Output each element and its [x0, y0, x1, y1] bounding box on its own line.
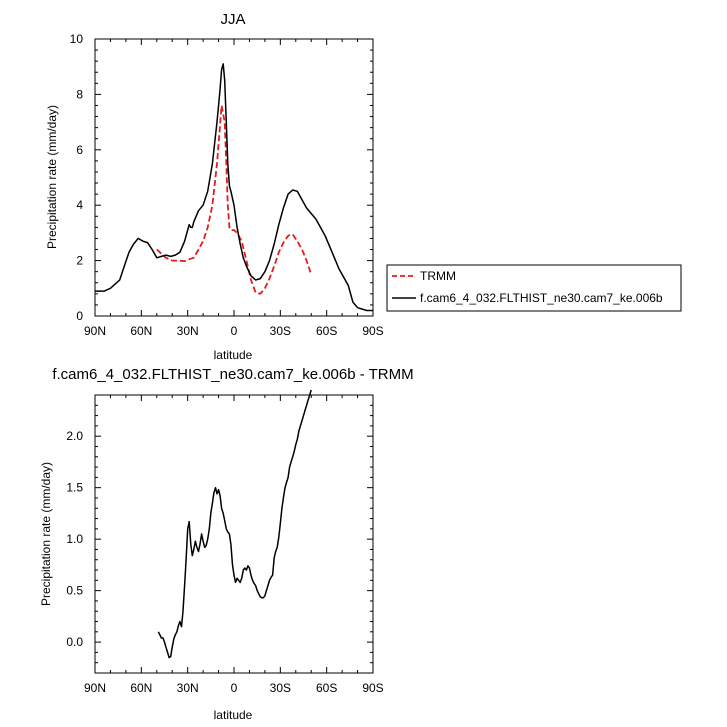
top-legend: TRMM f.cam6_4_032.FLTHIST_ne30.cam7_ke.0… [386, 264, 682, 312]
top-y-tick-label: 0 [76, 309, 83, 323]
top-y-tick-label: 10 [70, 32, 84, 46]
bottom-series [157, 389, 312, 659]
top-x-tick-label: 60N [130, 324, 152, 338]
top-y-tick-label: 2 [76, 254, 83, 268]
bottom-chart: f.cam6_4_032.FLTHIST_ne30.cam7_ke.006b -… [39, 366, 414, 722]
top-series-line-1 [95, 63, 373, 312]
top-y-tick-label: 4 [76, 198, 83, 212]
top-y-axis-label: Precipitation rate (mm/day) [45, 105, 59, 249]
bottom-series-line-0 [157, 389, 312, 659]
top-x-tick-label: 90S [362, 324, 383, 338]
bottom-y-tick-label: 1.0 [66, 532, 83, 546]
top-y-tick-label: 8 [76, 87, 83, 101]
bottom-chart-title: f.cam6_4_032.FLTHIST_ne30.cam7_ke.006b -… [52, 366, 413, 383]
bottom-y-tick-label: 1.5 [66, 481, 83, 495]
bottom-x-tick-label: 90N [84, 681, 106, 695]
top-chart: JJA 90N 60N 30N 0 30S 60S 90S 0 2 4 6 8 10 Precipita… [45, 11, 682, 362]
top-x-axis-label: latitude [214, 348, 253, 362]
top-x-tick-label: 0 [231, 324, 238, 338]
top-x-tick-label: 90N [84, 324, 106, 338]
bottom-x-axis-label: latitude [214, 708, 253, 722]
bottom-x-tick-label: 60N [130, 681, 152, 695]
bottom-x-tick-label: 90S [362, 681, 383, 695]
bottom-plot-frame [94, 394, 374, 674]
legend-label-trmm: TRMM [420, 269, 456, 283]
top-plot-frame [94, 38, 374, 317]
legend-box [386, 264, 682, 312]
bottom-ticks: 90N 60N 30N 0 30S 60S 90S 0.0 0.5 1.0 1.5 2.0 [66, 394, 384, 695]
top-series-line-0 [156, 104, 313, 295]
top-x-tick-label: 30S [270, 324, 291, 338]
top-plot-area: 90N 60N 30N 0 30S 60S 90S 0 2 4 6 8 10 [70, 32, 384, 338]
bottom-x-tick-label: 30S [270, 681, 291, 695]
bottom-x-tick-label: 60S [316, 681, 337, 695]
bottom-y-tick-label: 0.5 [66, 584, 83, 598]
bottom-plot-area: 90N 60N 30N 0 30S 60S 90S 0.0 0.5 1.0 1.5 2.0 [66, 389, 384, 695]
bottom-x-tick-label: 30N [177, 681, 199, 695]
legend-label-model: f.cam6_4_032.FLTHIST_ne30.cam7_ke.006b [420, 291, 663, 305]
top-x-tick-label: 60S [316, 324, 337, 338]
bottom-y-tick-label: 0.0 [66, 635, 83, 649]
top-x-tick-label: 30N [177, 324, 199, 338]
bottom-x-tick-label: 0 [231, 681, 238, 695]
bottom-y-axis-label: Precipitation rate (mm/day) [39, 462, 53, 606]
top-chart-title: JJA [220, 11, 245, 28]
top-y-tick-label: 6 [76, 143, 83, 157]
bottom-y-tick-label: 2.0 [66, 429, 83, 443]
top-ticks: 90N 60N 30N 0 30S 60S 90S 0 2 4 6 8 10 [70, 32, 384, 338]
top-series [95, 63, 373, 312]
